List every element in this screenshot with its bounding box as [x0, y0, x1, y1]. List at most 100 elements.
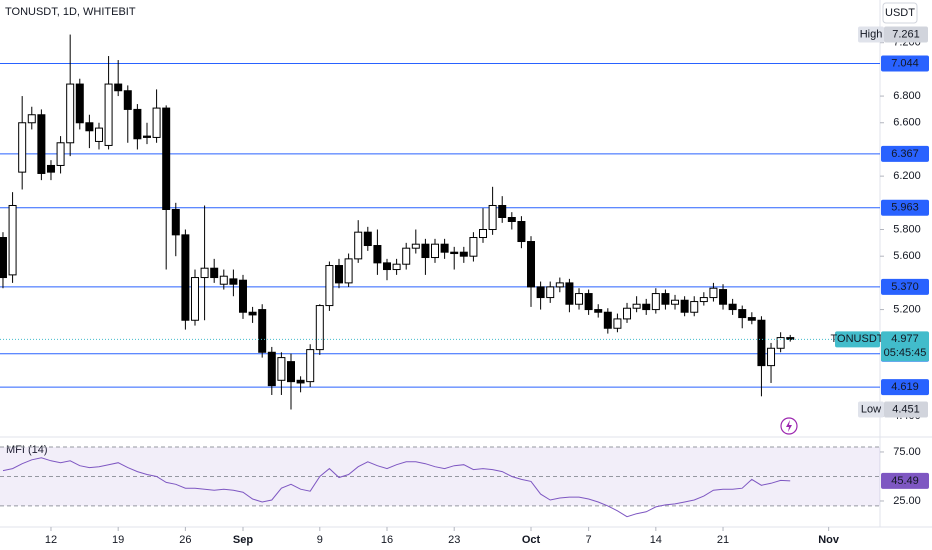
candle-body — [738, 309, 747, 319]
currency[interactable]: USDT — [885, 7, 915, 19]
candle-body — [776, 337, 785, 349]
x-tick-label: 23 — [448, 534, 460, 546]
candle — [258, 304, 267, 358]
symbol-box — [835, 331, 880, 348]
candle — [479, 208, 488, 243]
candle — [315, 304, 324, 355]
countdown-label: 05:45:45 — [884, 347, 927, 359]
candle — [776, 332, 785, 353]
x-tick-label: Nov — [818, 534, 840, 546]
candle — [565, 278, 574, 313]
candle — [719, 284, 728, 310]
candle — [181, 229, 190, 330]
x-tick-label: 16 — [381, 534, 393, 546]
y-tick-label: 6.600 — [893, 117, 921, 129]
mfi-last-box — [881, 472, 929, 489]
x-tick-label: 26 — [179, 534, 191, 546]
x-tick-label: 7 — [586, 534, 592, 546]
y-tick-label: 5.200 — [893, 303, 921, 315]
icon-bolt[interactable] — [786, 420, 792, 432]
candle-body — [200, 267, 209, 279]
candle-body — [248, 311, 257, 316]
candle-body — [507, 217, 516, 223]
candle-body — [642, 303, 651, 311]
candle — [363, 226, 372, 251]
mfi-y-tick-label: 75.00 — [893, 446, 921, 458]
candle — [0, 232, 7, 289]
y-tick-label: 5.800 — [893, 223, 921, 235]
mfi-band — [0, 447, 880, 506]
candle — [469, 232, 478, 262]
candle — [680, 296, 689, 317]
candle — [190, 269, 199, 326]
candle-body — [373, 245, 382, 264]
candle-body — [565, 282, 574, 305]
candle-body — [94, 127, 103, 142]
candle-body — [680, 299, 689, 313]
candle — [123, 85, 132, 143]
candle — [8, 192, 17, 283]
candle — [498, 196, 507, 223]
candle — [344, 253, 353, 287]
candle — [354, 220, 363, 263]
candle — [133, 104, 142, 150]
candle — [373, 229, 382, 275]
low-value-box — [884, 401, 928, 418]
candle-body — [27, 114, 36, 124]
candle-body — [18, 122, 27, 173]
replay-icon[interactable] — [780, 417, 798, 435]
candle — [603, 308, 612, 334]
candle-body — [325, 265, 334, 307]
high-value: 7.261 — [892, 28, 920, 40]
low-name-box — [858, 401, 884, 418]
last-price-label: 4.977 — [891, 333, 919, 345]
candle — [546, 281, 555, 303]
candle-body — [133, 108, 142, 140]
candle-body — [555, 282, 564, 288]
candle-body — [603, 311, 612, 329]
candle — [459, 246, 468, 263]
price-line-box — [881, 55, 929, 72]
candle — [488, 186, 497, 235]
candle — [104, 56, 113, 150]
candle-body — [498, 204, 507, 219]
candle — [767, 342, 776, 383]
candle — [536, 281, 545, 310]
candle-body — [306, 349, 315, 383]
candle — [75, 78, 84, 130]
candle — [757, 316, 766, 397]
candle — [786, 334, 795, 342]
candle-body — [181, 234, 190, 321]
candle-body — [229, 278, 238, 285]
candle — [507, 212, 516, 230]
candle — [66, 34, 75, 157]
candle — [632, 296, 641, 313]
candle-body — [171, 208, 180, 236]
candle-body — [747, 317, 756, 321]
candle-body — [632, 303, 641, 309]
candle-body — [354, 231, 363, 260]
low-value: 4.451 — [892, 403, 920, 415]
candle — [152, 89, 161, 143]
candle — [267, 346, 276, 395]
currency-box[interactable] — [882, 2, 918, 24]
candle — [584, 289, 593, 315]
candle — [450, 246, 459, 270]
candle-body — [517, 221, 526, 243]
x-tick-label: 21 — [717, 534, 729, 546]
candle-body — [46, 164, 55, 173]
candle — [440, 238, 449, 259]
candle — [517, 216, 526, 249]
candle-body — [123, 90, 132, 110]
candle-body — [527, 241, 536, 288]
candle — [747, 312, 756, 325]
candle — [306, 344, 315, 387]
candle — [296, 376, 305, 393]
candle-body — [411, 243, 420, 249]
candle-body — [786, 337, 795, 340]
price-line-box — [881, 379, 929, 396]
symbol-label: TONUSDT — [831, 333, 884, 345]
candle — [671, 294, 680, 310]
candle — [392, 258, 401, 275]
y-tick-label: 6.800 — [893, 90, 921, 102]
